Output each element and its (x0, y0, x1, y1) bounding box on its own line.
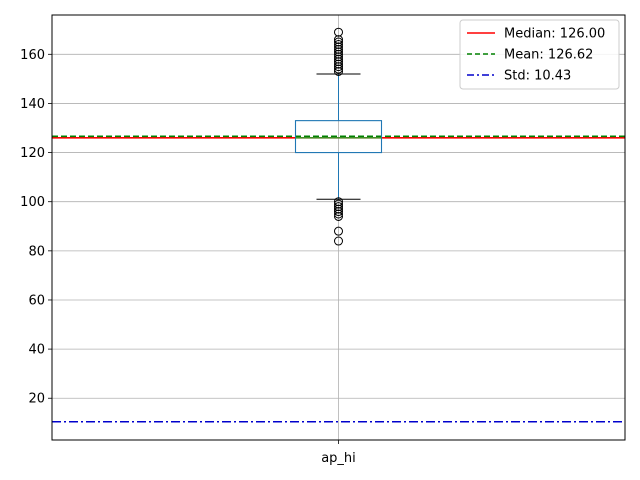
outlier-point (334, 204, 343, 214)
outlier-point (334, 211, 343, 221)
outlier-point (334, 202, 343, 212)
outlier-point (334, 59, 343, 69)
outlier-point (334, 44, 343, 54)
outlier-point (334, 209, 343, 219)
y-tick-label: 20 (28, 392, 45, 407)
y-tick-label: 100 (20, 195, 45, 210)
outlier-point (334, 42, 343, 52)
outlier-point (334, 27, 343, 37)
outlier-point (334, 54, 343, 64)
y-tick-label: 80 (28, 244, 45, 259)
legend-box (459, 19, 620, 90)
outlier-point (334, 35, 343, 45)
outlier-point (334, 52, 343, 62)
mean-legend-label: Mean: 126.62 (504, 48, 593, 63)
outlier-point (334, 207, 343, 217)
y-tick-label: 60 (28, 293, 45, 308)
outlier-point (334, 226, 343, 236)
std-legend-label: Std: 10.43 (504, 69, 571, 84)
y-tick-label: 120 (20, 146, 45, 161)
y-tick-label: 160 (20, 48, 45, 63)
legend: Median: 126.00 Mean: 126.62 Std: 10.43 (459, 19, 620, 90)
x-tick-label: ap_hi (321, 451, 356, 466)
outlier-point (334, 64, 343, 74)
outlier-point (334, 197, 343, 207)
outlier-point (334, 199, 343, 209)
outlier-point (334, 236, 343, 246)
outlier-point (334, 39, 343, 49)
outlier-point (334, 37, 343, 47)
y-tick-label: 40 (28, 343, 45, 358)
median-legend-label: Median: 126.00 (504, 27, 605, 42)
axes: 20 40 60 80 100 120 140 160 ap_hi (20, 48, 356, 466)
y-tick-label: 140 (20, 97, 45, 112)
outlier-point (334, 62, 343, 72)
outlier-point (334, 57, 343, 67)
box-plot (294, 27, 383, 246)
iqr-box (294, 120, 383, 154)
outlier-point (334, 49, 343, 59)
outlier-point (334, 47, 343, 57)
outlier-point (334, 67, 343, 77)
